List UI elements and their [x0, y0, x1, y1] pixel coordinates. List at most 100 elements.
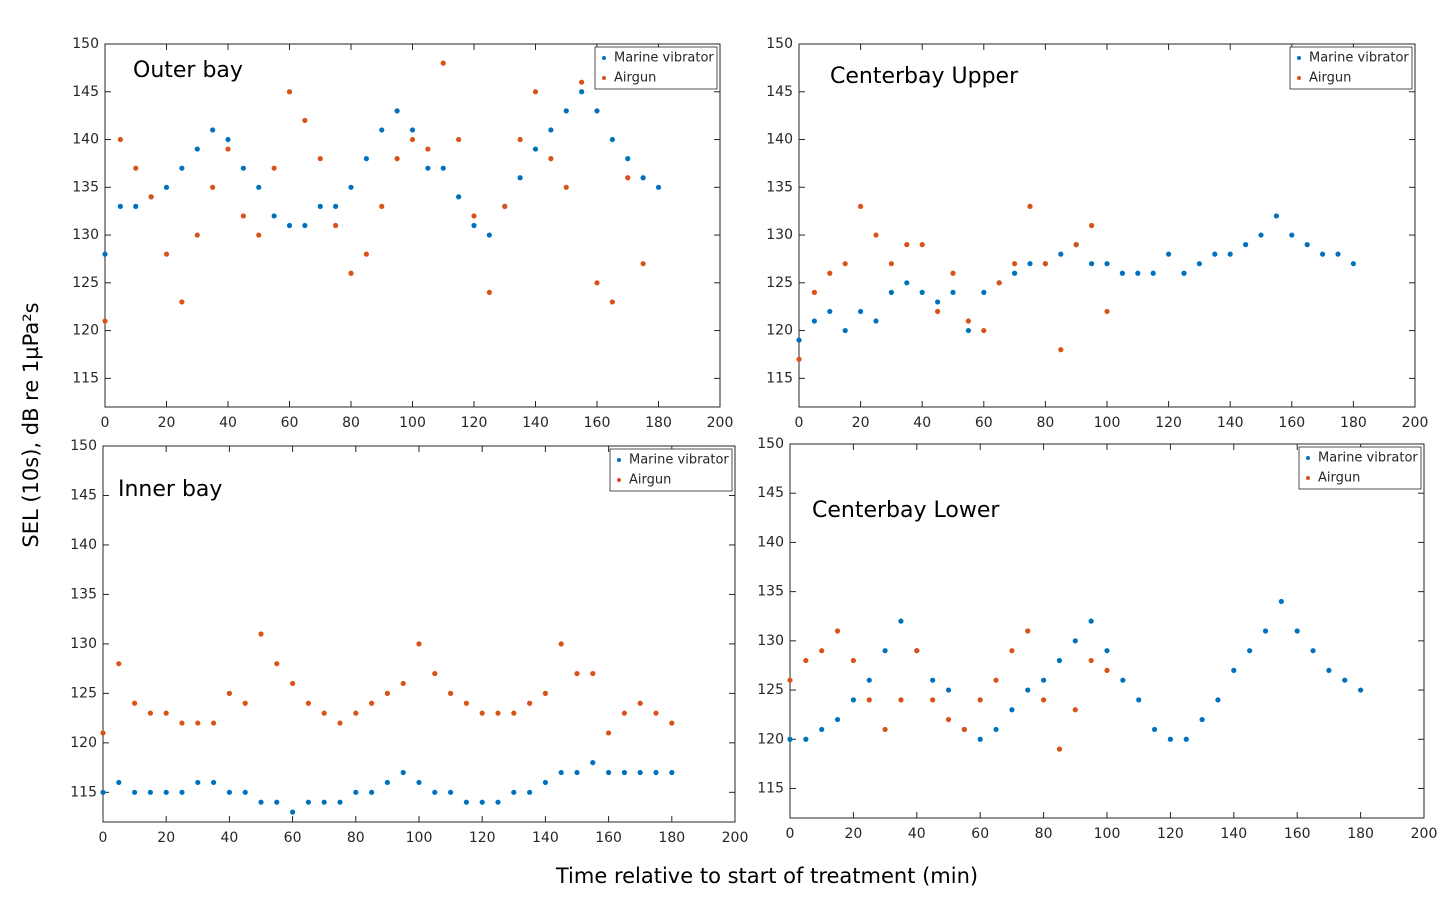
data-point — [640, 175, 646, 181]
data-point — [811, 289, 818, 295]
y-tick-label: 150 — [70, 438, 97, 454]
data-point — [1025, 628, 1031, 634]
data-point — [1150, 270, 1156, 276]
data-point — [432, 670, 438, 677]
x-tick-label: 40 — [913, 415, 931, 431]
data-point — [1025, 687, 1031, 693]
x-tick-label: 60 — [284, 830, 302, 846]
x-tick-label: 180 — [645, 415, 672, 431]
data-point — [882, 726, 888, 733]
y-tick-label: 125 — [70, 685, 97, 701]
panel: 115 120 125 130 135 140 145 150 0 20 40 60 80 100 120 1… — [757, 436, 1437, 842]
data-point — [594, 108, 600, 114]
y-tick-label: 125 — [757, 682, 784, 698]
legend-label: Marine vibrator — [629, 453, 729, 468]
legend-label: Marine vibrator — [614, 51, 714, 66]
data-point — [163, 251, 170, 257]
data-point — [625, 175, 631, 181]
data-point — [179, 299, 185, 305]
x-tick-label: 100 — [399, 415, 426, 431]
data-point — [210, 127, 216, 133]
x-tick-label: 80 — [1035, 826, 1053, 842]
data-point — [1262, 628, 1269, 634]
data-point — [834, 628, 841, 634]
data-point — [1151, 726, 1158, 733]
data-point — [1072, 638, 1078, 644]
x-tick-label: 160 — [584, 415, 611, 431]
data-point — [194, 232, 200, 238]
data-point — [796, 356, 802, 362]
data-point — [888, 261, 895, 267]
data-point — [1027, 261, 1033, 267]
data-point — [211, 720, 217, 726]
data-point — [1135, 270, 1141, 276]
data-point — [440, 60, 446, 66]
data-point — [1247, 648, 1253, 654]
data-point — [579, 89, 585, 95]
data-point — [637, 700, 643, 706]
data-point — [1243, 242, 1249, 248]
data-point — [271, 213, 277, 219]
data-point — [440, 165, 446, 171]
y-tick-label: 125 — [766, 275, 793, 291]
data-point — [1041, 677, 1047, 683]
data-point — [640, 261, 646, 267]
data-point — [256, 232, 262, 238]
data-point — [919, 289, 925, 295]
y-tick-label: 145 — [766, 84, 793, 100]
data-point — [116, 779, 122, 786]
data-point — [425, 165, 431, 171]
data-point — [532, 146, 539, 152]
data-point — [1167, 736, 1173, 742]
y-tick-label: 145 — [757, 485, 784, 501]
data-point — [409, 136, 416, 143]
data-point — [317, 203, 323, 209]
data-point — [195, 720, 201, 726]
data-point — [930, 677, 936, 683]
data-point — [1294, 628, 1300, 634]
data-point — [337, 720, 343, 726]
data-point — [669, 769, 675, 776]
data-point — [305, 700, 311, 706]
data-point — [1342, 677, 1348, 683]
x-tick-label: 100 — [406, 830, 433, 846]
data-point — [132, 789, 138, 795]
data-point — [858, 308, 864, 315]
data-point — [1335, 251, 1341, 257]
x-tick-label: 120 — [1157, 826, 1184, 842]
x-tick-label: 200 — [1411, 826, 1438, 842]
legend: Marine vibrator Airgun — [609, 448, 733, 492]
data-point — [977, 697, 983, 703]
data-point — [993, 677, 999, 683]
x-tick-label: 160 — [595, 830, 622, 846]
data-point — [904, 280, 910, 286]
data-point — [1320, 251, 1326, 257]
data-point — [548, 127, 554, 133]
y-tick-label: 150 — [757, 436, 784, 452]
data-point — [961, 726, 967, 733]
data-point — [102, 251, 108, 257]
data-point — [195, 779, 201, 786]
data-point — [258, 799, 264, 805]
data-point — [811, 318, 818, 324]
data-point — [935, 308, 941, 315]
data-point — [532, 89, 539, 95]
data-point — [1273, 213, 1279, 219]
data-point — [317, 156, 323, 162]
data-point — [348, 184, 354, 190]
y-tick-label: 130 — [72, 227, 99, 243]
data-point — [803, 657, 809, 664]
data-point — [637, 769, 643, 776]
data-point — [225, 146, 231, 152]
data-point — [348, 270, 354, 276]
data-point — [1089, 261, 1095, 267]
data-point — [384, 779, 390, 786]
panel-title: Centerbay Lower — [812, 498, 1000, 523]
data-point — [1289, 232, 1295, 238]
legend: Marine vibrator Airgun — [1289, 46, 1413, 90]
legend-box — [1298, 446, 1422, 490]
data-point — [858, 203, 864, 209]
plot-area — [789, 443, 1425, 819]
data-point — [286, 222, 293, 229]
data-point — [653, 769, 659, 776]
